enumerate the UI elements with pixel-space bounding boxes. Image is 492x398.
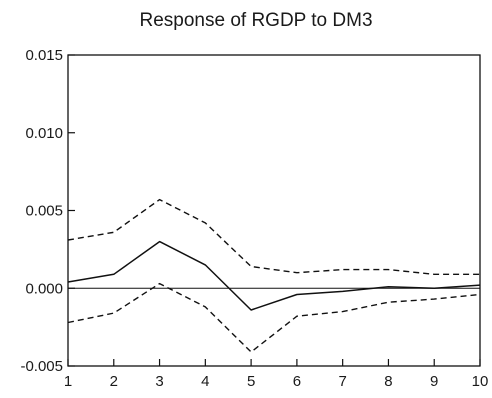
y-tick-label: 0.015	[25, 47, 63, 64]
x-tick-label: 2	[110, 373, 118, 390]
x-tick-label: 8	[384, 373, 392, 390]
y-tick-label: 0.005	[25, 203, 63, 220]
x-tick-label: 9	[430, 373, 438, 390]
x-tick-label: 7	[338, 373, 346, 390]
x-tick-label: 3	[155, 373, 163, 390]
response-line	[67, 240, 481, 311]
upper-band-line	[67, 198, 480, 275]
y-tick-label: 0.010	[25, 125, 63, 142]
x-tick-label: 4	[201, 373, 209, 390]
x-tick-label: 1	[64, 373, 72, 390]
x-tick-label: 6	[293, 373, 301, 390]
y-tick-label: 0.000	[25, 280, 63, 297]
x-tick-label: 10	[472, 373, 489, 390]
lower-band-line	[67, 282, 481, 353]
chart-title: Response of RGDP to DM3	[139, 10, 372, 31]
plot-frame	[67, 54, 481, 367]
x-tick-label: 5	[247, 373, 255, 390]
y-tick-label: -0.005	[20, 358, 63, 375]
